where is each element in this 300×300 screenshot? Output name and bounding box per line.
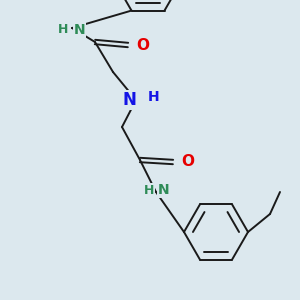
Text: O: O [181, 154, 194, 169]
Text: H: H [58, 23, 68, 36]
Text: H: H [148, 90, 160, 104]
Text: H: H [144, 184, 154, 197]
Text: O: O [136, 38, 149, 52]
Text: N: N [158, 183, 169, 197]
Text: N: N [122, 91, 136, 109]
Text: N: N [74, 23, 85, 37]
